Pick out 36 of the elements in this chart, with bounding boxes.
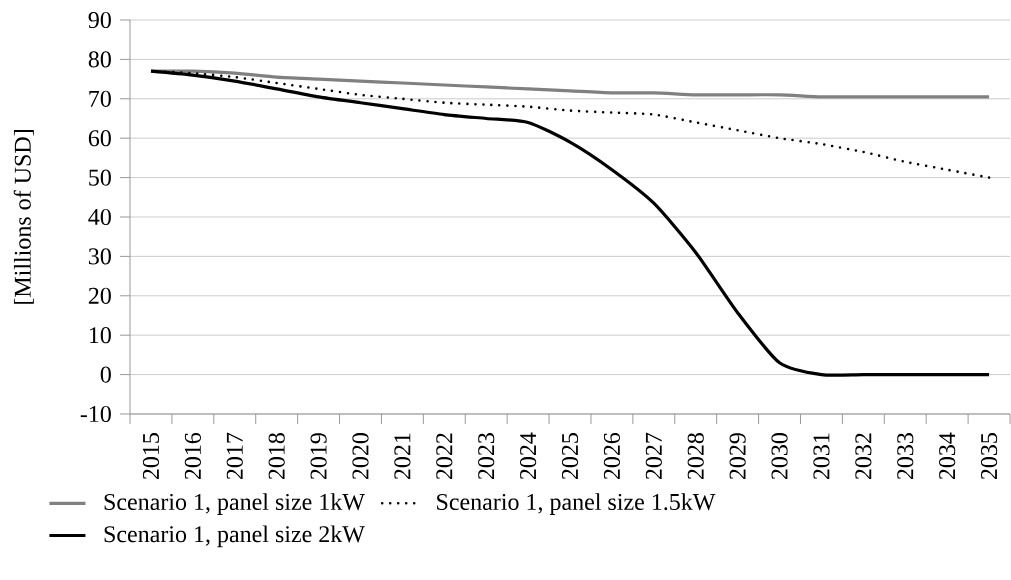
legend-label: Scenario 1, panel size 1.5kW xyxy=(437,493,716,515)
x-tick-label: 2031 xyxy=(813,433,830,480)
x-tick-label: 2033 xyxy=(897,433,914,480)
y-tick-label: 10 xyxy=(89,327,111,344)
x-tick-label: 2023 xyxy=(478,433,495,480)
x-tick-label: 2016 xyxy=(184,432,201,480)
y-tick-label: 30 xyxy=(88,248,111,265)
x-tick-label: 2032 xyxy=(855,433,872,480)
x-tick-label: 2029 xyxy=(729,433,746,480)
x-tick-label: 2017 xyxy=(226,432,243,480)
y-tick-label: 20 xyxy=(88,287,111,304)
x-tick-label: 2025 xyxy=(561,433,579,480)
x-tick-label: 2018 xyxy=(268,433,285,480)
y-tick-label: 0 xyxy=(100,366,111,383)
x-tick-label: 2024 xyxy=(520,432,537,480)
x-tick-label: 2035 xyxy=(980,433,998,480)
y-tick-label: 90 xyxy=(88,11,111,29)
legend-label: Scenario 1, panel size 2kW xyxy=(104,525,365,548)
y-tick-label: 50 xyxy=(89,169,111,186)
x-tick-label: 2027 xyxy=(645,432,662,480)
x-tick-label: 2026 xyxy=(603,432,621,480)
y-tick-label: 40 xyxy=(88,208,111,226)
y-tick-label: 60 xyxy=(88,130,111,147)
x-tick-label: 2021 xyxy=(394,433,411,480)
y-axis-title: [Millions of USD] xyxy=(13,130,34,304)
y-tick-label: -10 xyxy=(80,405,111,423)
x-tick-label: 2020 xyxy=(352,433,369,480)
x-tick-label: 2030 xyxy=(771,433,788,480)
x-tick-label: 2022 xyxy=(436,433,453,480)
legend-label: Scenario 1, panel size 1kW xyxy=(104,493,365,515)
y-tick-label: 70 xyxy=(89,90,111,107)
x-tick-label: 2019 xyxy=(310,433,327,480)
x-tick-label: 2028 xyxy=(687,433,704,480)
x-tick-label: 2015 xyxy=(142,433,160,480)
y-tick-label: 80 xyxy=(88,51,111,68)
x-tick-label: 2034 xyxy=(939,432,956,480)
